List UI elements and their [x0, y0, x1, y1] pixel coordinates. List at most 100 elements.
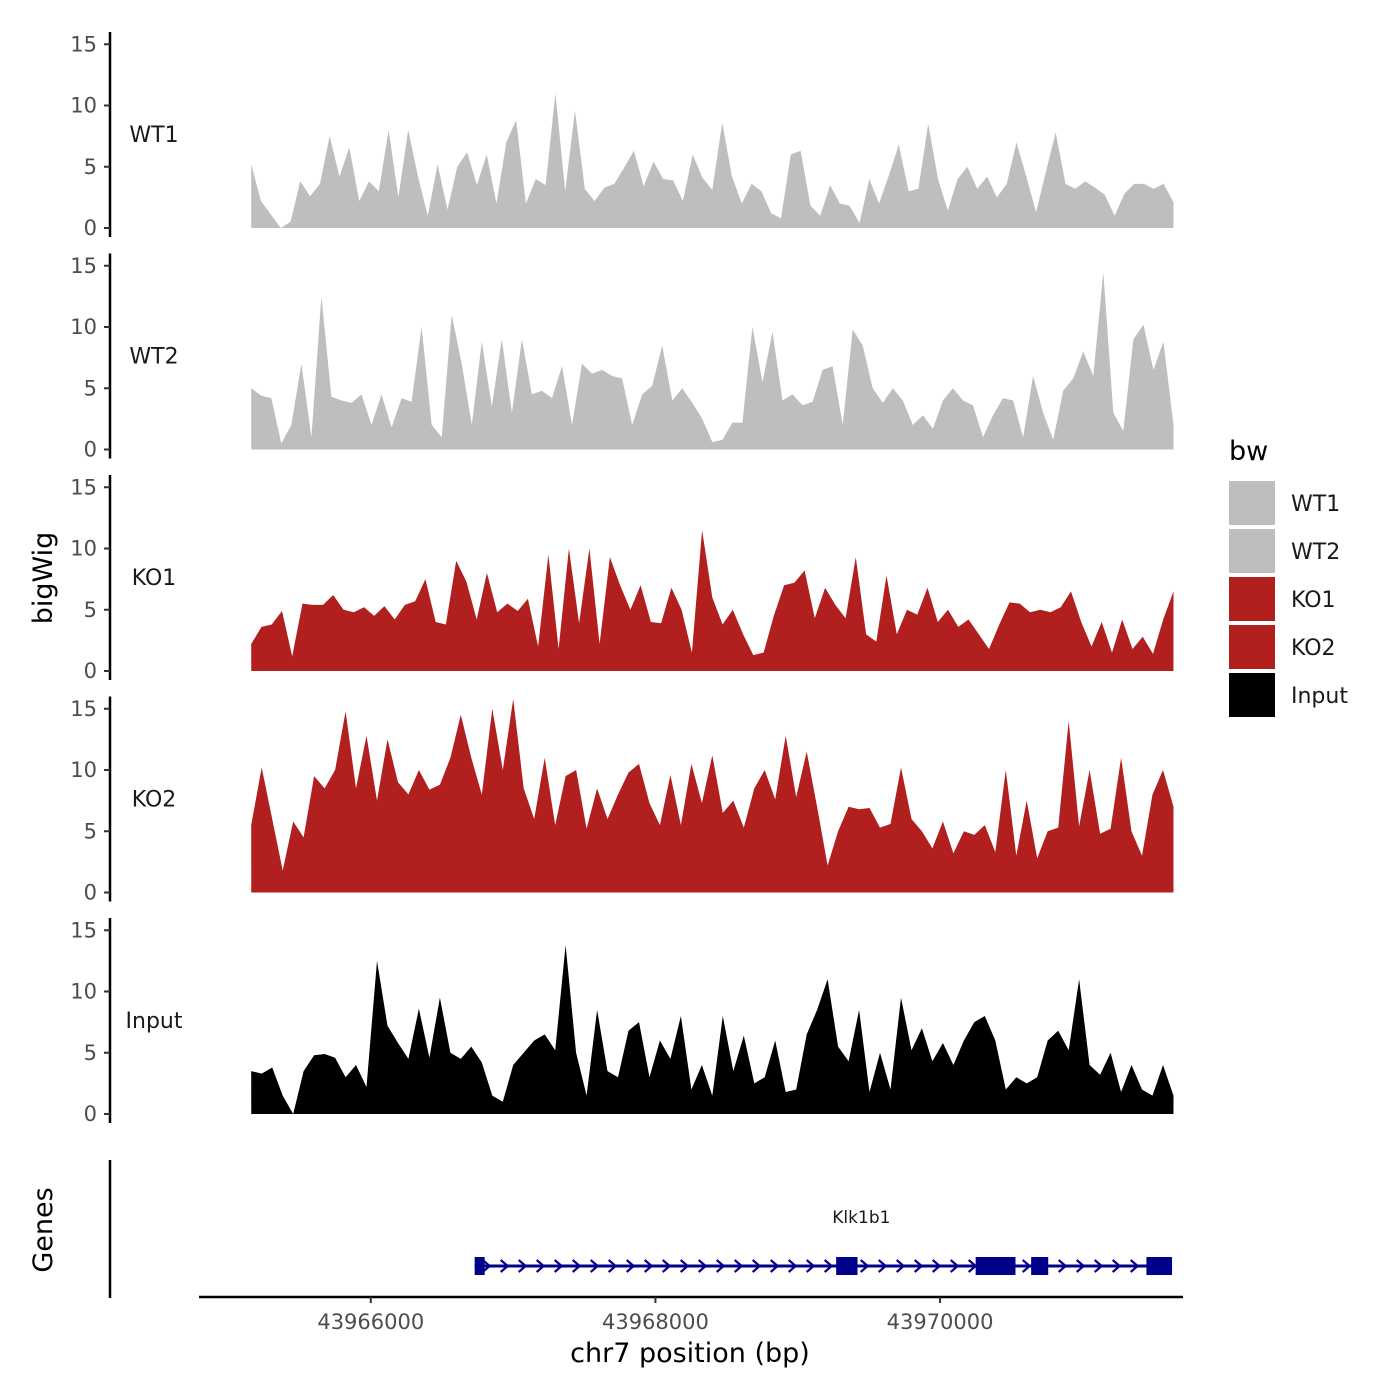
y-tick-label: 5 [84, 376, 97, 400]
strand-arrow [553, 1259, 564, 1273]
track-input: 0 5 10 15 Input [70, 918, 1174, 1126]
coverage-area-input [251, 945, 1174, 1114]
gene-track: Klk1b1 [108, 1160, 1173, 1298]
y-tick-label: 10 [70, 537, 97, 561]
y-tick-label: 15 [70, 32, 97, 56]
strand-arrow [1093, 1259, 1104, 1273]
strand-arrow [1057, 1259, 1068, 1273]
strand-arrow [589, 1259, 600, 1273]
legend-swatch [1229, 529, 1275, 573]
legend-swatch [1229, 481, 1275, 525]
track-ko1: 0 5 10 15 KO1 [70, 475, 1174, 683]
exon [1146, 1257, 1173, 1275]
strand-arrow [769, 1259, 780, 1273]
y-tick-label: 5 [84, 598, 97, 622]
legend-item-wt2: WT2 [1229, 529, 1340, 573]
strand-arrow [751, 1259, 762, 1273]
strand-arrow [1129, 1259, 1140, 1273]
y-tick-label: 10 [70, 758, 97, 782]
coverage-area-wt2 [251, 271, 1174, 450]
strand-arrow [949, 1259, 960, 1273]
legend-swatch [1229, 625, 1275, 669]
legend-label: WT1 [1291, 492, 1340, 517]
strand-arrow [715, 1259, 726, 1273]
y-tick-label: 10 [70, 94, 97, 118]
track-label: WT1 [129, 123, 178, 148]
y-tick-label: 10 [70, 980, 97, 1004]
y-tick-label: 0 [84, 881, 97, 905]
legend-label: Input [1291, 684, 1348, 709]
strand-arrow [859, 1259, 870, 1273]
coverage-area-wt1 [251, 93, 1174, 228]
legend-item-wt1: WT1 [1229, 481, 1340, 525]
track-label: KO1 [132, 566, 177, 591]
exon [1031, 1257, 1049, 1275]
strand-arrow [607, 1259, 618, 1273]
legend-item-ko1: KO1 [1229, 577, 1336, 621]
x-tick-label: 43968000 [602, 1310, 709, 1334]
y-tick-label: 5 [84, 819, 97, 843]
track-label: Input [126, 1009, 183, 1034]
strand-arrow [823, 1259, 834, 1273]
y-tick-label: 10 [70, 315, 97, 339]
legend: bw WT1 WT2 KO1 KO2 Input [1229, 436, 1348, 717]
track-label: WT2 [129, 345, 178, 370]
y-tick-label: 5 [84, 1041, 97, 1065]
strand-arrow [481, 1259, 492, 1273]
y-tick-label: 15 [70, 918, 97, 942]
strand-arrow [805, 1259, 816, 1273]
track-ko2: 0 5 10 15 KO2 [70, 696, 1174, 905]
x-tick-label: 43970000 [887, 1310, 994, 1334]
strand-arrow [931, 1259, 942, 1273]
exon [474, 1257, 485, 1275]
strand-arrow [1021, 1259, 1032, 1273]
strand-arrow [643, 1259, 654, 1273]
legend-item-input: Input [1229, 673, 1348, 717]
strand-arrow [535, 1259, 546, 1273]
strand-arrow [877, 1259, 888, 1273]
coverage-area-ko2 [251, 699, 1174, 893]
strand-arrow [1111, 1259, 1122, 1273]
legend-label: KO1 [1291, 588, 1336, 613]
y-axis-title: bigWig [28, 532, 59, 625]
y-tick-label: 0 [84, 1102, 97, 1126]
y-tick-label: 15 [70, 475, 97, 499]
legend-item-ko2: KO2 [1229, 625, 1336, 669]
y-tick-label: 0 [84, 659, 97, 683]
exon [836, 1257, 858, 1275]
strand-arrow [913, 1259, 924, 1273]
strand-arrow [517, 1259, 528, 1273]
legend-swatch [1229, 673, 1275, 717]
strand-arrow [625, 1259, 636, 1273]
x-axis: 43966000 43968000 43970000 [199, 1295, 1183, 1334]
strand-arrow [787, 1259, 798, 1273]
y-tick-label: 0 [84, 216, 97, 240]
coverage-area-ko1 [251, 530, 1174, 671]
track-wt1: 0 5 10 15 WT1 [70, 32, 1174, 240]
strand-arrow [661, 1259, 672, 1273]
strand-arrow [679, 1259, 690, 1273]
strand-arrow [1075, 1259, 1086, 1273]
track-wt2: 0 5 10 15 WT2 [70, 253, 1174, 462]
coverage-tracks: 0 5 10 15 WT1 0 5 10 15 WT2 0 5 10 15 KO1 0 5 10 15 KO2 0 5 10… [70, 32, 1174, 1126]
legend-label: WT2 [1291, 540, 1340, 565]
legend-label: KO2 [1291, 636, 1336, 661]
y-tick-label: 5 [84, 155, 97, 179]
x-tick-label: 43966000 [317, 1310, 424, 1334]
strand-arrow [571, 1259, 582, 1273]
strand-arrow [733, 1259, 744, 1273]
genes-track-title: Genes [28, 1187, 59, 1272]
track-label: KO2 [132, 788, 177, 813]
strand-arrow [499, 1259, 510, 1273]
legend-swatch [1229, 577, 1275, 621]
y-tick-label: 15 [70, 697, 97, 721]
y-tick-label: 0 [84, 438, 97, 462]
exon [975, 1257, 1016, 1275]
y-tick-label: 15 [70, 254, 97, 278]
gene-name-label: Klk1b1 [832, 1208, 890, 1228]
x-axis-title: chr7 position (bp) [570, 1338, 810, 1369]
legend-title: bw [1229, 436, 1268, 467]
strand-arrow [895, 1259, 906, 1273]
